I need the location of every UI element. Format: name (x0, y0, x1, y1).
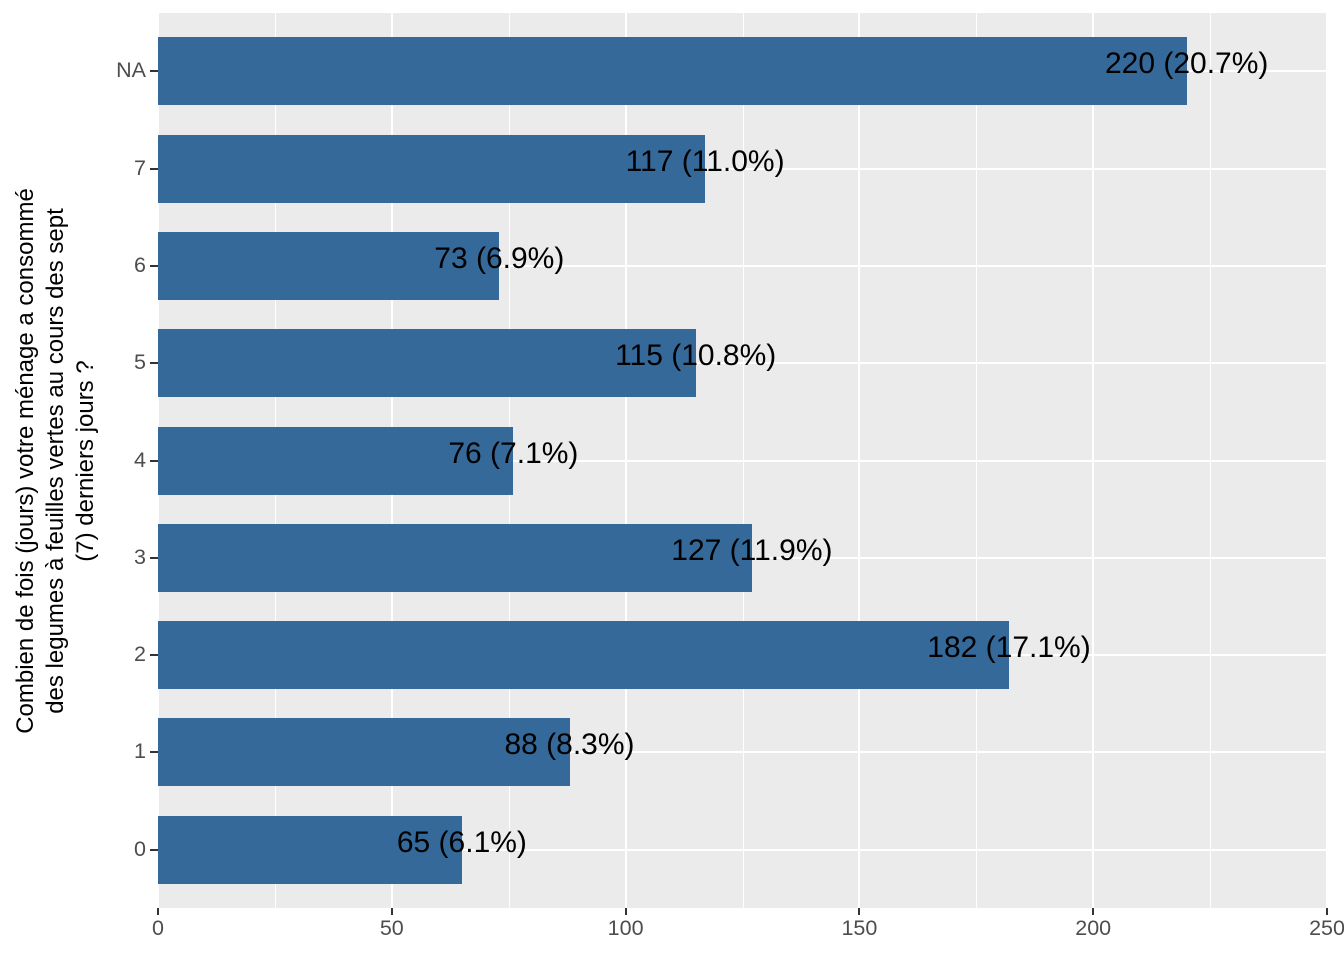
y-axis-tick-label: 4 (134, 447, 146, 472)
bar (158, 329, 696, 397)
x-axis-tick-label: 100 (607, 916, 644, 940)
bar-label: 127 (11.9%) (671, 533, 833, 567)
x-axis-tick-mark (1326, 908, 1328, 915)
gridline-vertical-major (858, 13, 860, 908)
y-axis-tick-label: 7 (134, 155, 146, 180)
y-axis-tick-mark (150, 848, 158, 851)
y-axis-title-line-1: Combien de fois (jours) votre ménage a c… (12, 187, 40, 734)
gridline-horizontal-major (158, 848, 1327, 851)
x-axis-tick-mark (157, 908, 159, 915)
y-axis-tick-mark (150, 459, 158, 462)
bar-label: 115 (10.8%) (615, 339, 777, 373)
x-axis-tick-mark (624, 908, 627, 915)
gridline-horizontal-major (158, 264, 1327, 267)
x-axis-tick-label: 200 (1075, 916, 1112, 940)
x-axis-tick-mark (390, 908, 393, 915)
gridline-vertical-major (1326, 13, 1327, 908)
y-axis-tick-label: 5 (134, 350, 146, 375)
bar-label: 220 (20.7%) (1104, 47, 1269, 81)
gridline-vertical-major (625, 13, 627, 908)
gridline-horizontal-major (158, 362, 1327, 365)
bar (158, 232, 500, 300)
bar (158, 621, 1009, 689)
plot-panel: 220 (20.7%) 117 (11.0%) 73 (6.9%) 115 (10.8… (158, 13, 1327, 908)
gridline-horizontal-major (158, 459, 1327, 462)
gridline-vertical-major (1092, 13, 1094, 908)
bar-label: 73 (6.9%) (434, 241, 565, 275)
gridline-horizontal-major (158, 751, 1327, 754)
bar (158, 718, 570, 786)
y-axis-tick-mark (150, 70, 158, 73)
gridline-horizontal-major (158, 167, 1327, 170)
bar-label: 65 (6.1%) (396, 825, 527, 859)
y-axis-tick-label: 6 (134, 252, 146, 277)
x-axis-tick-label: 250 (1309, 916, 1344, 940)
gridline-vertical-minor (1210, 13, 1211, 908)
y-axis-tick-mark (150, 751, 158, 754)
bar (158, 524, 752, 592)
x-axis-tick-label: 50 (379, 916, 404, 940)
y-axis-title-line-2: des legumes à feuilles vertes au cours d… (42, 207, 70, 714)
bar-label: 88 (8.3%) (504, 728, 635, 762)
bar-label: 117 (11.0%) (625, 144, 785, 178)
bar (158, 135, 706, 203)
bar (158, 816, 462, 884)
x-axis-tick-label: 150 (841, 916, 878, 940)
y-axis-title: Combien de fois (jours) votre ménage a c… (11, 188, 101, 734)
y-axis-tick-mark (150, 362, 158, 365)
bar-label: 182 (17.1%) (927, 631, 1091, 665)
bar-label: 76 (7.1%) (448, 436, 579, 470)
x-axis-tick-mark (858, 908, 861, 915)
y-axis-tick-label: 2 (134, 642, 146, 667)
y-axis-tick-mark (150, 556, 158, 559)
x-axis-tick-label: 0 (152, 916, 164, 940)
gridline-vertical-minor (743, 13, 744, 908)
bar (158, 427, 514, 495)
y-axis-tick-label: NA (116, 58, 146, 83)
y-axis-tick-label: 3 (134, 544, 146, 569)
y-axis-tick-mark (150, 264, 158, 267)
y-axis-tick-mark (150, 654, 158, 657)
y-axis-tick-label: 0 (134, 836, 146, 861)
gridline-vertical-minor (976, 13, 977, 908)
bar (158, 37, 1187, 105)
y-axis-tick-mark (150, 167, 158, 170)
x-axis-tick-mark (1092, 908, 1095, 915)
y-axis-tick-label: 1 (134, 739, 146, 764)
